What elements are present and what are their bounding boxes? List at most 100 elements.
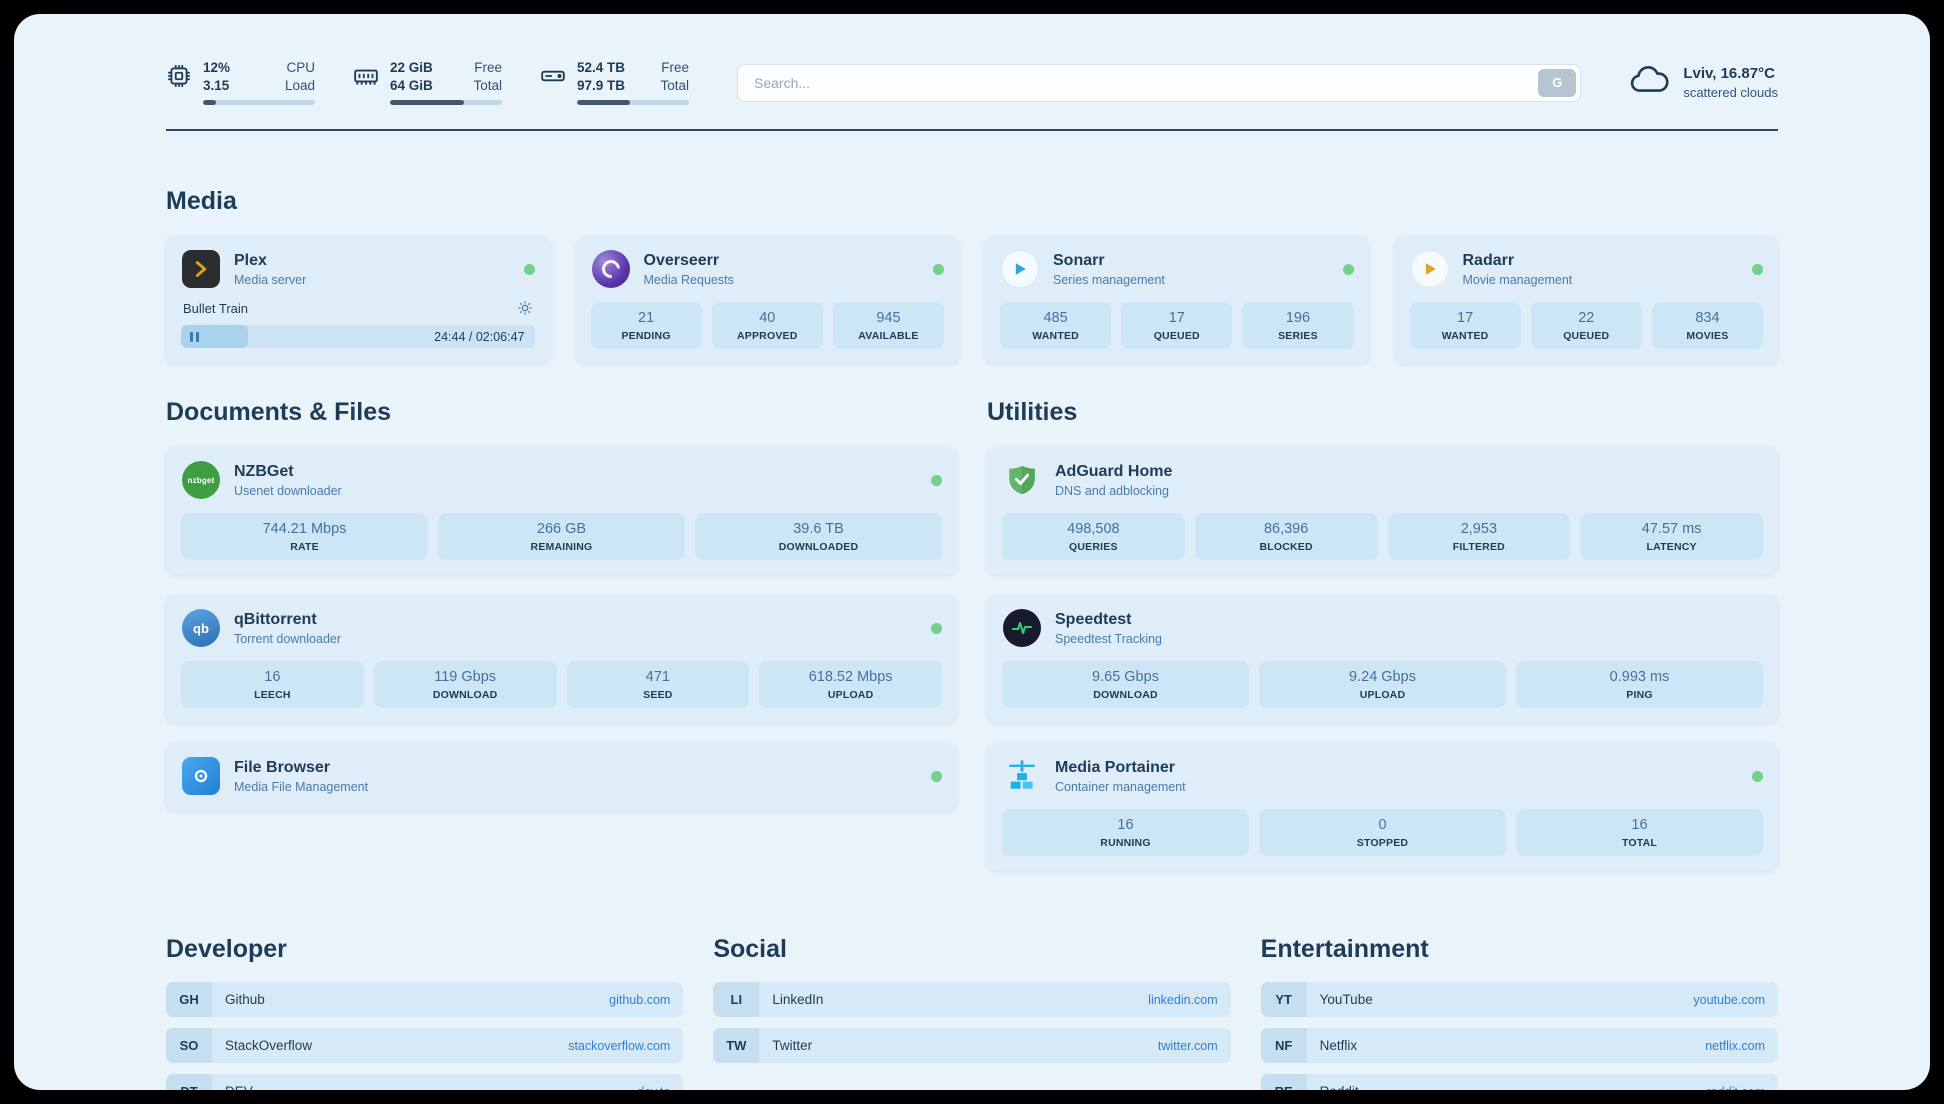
nzbget-status-dot [931,474,942,486]
bookmark-reddit[interactable]: RE Reddit reddit.com [1260,1074,1778,1090]
qbittorrent-card[interactable]: qb qBittorrent Torrent downloader 16 LEEC… [166,595,957,723]
weather-widget: Lviv, 16.87°C scattered clouds [1629,64,1778,101]
stat-box: 0 STOPPED [1259,809,1506,856]
dev-abbr-icon: DT [166,1074,212,1090]
media-section-title: Media [166,187,237,215]
stat-box: 9.65 Gbps DOWNLOAD [1002,661,1249,708]
nzbget-icon: nzbget [182,461,220,499]
social-section-title: Social [713,935,787,963]
stat-box: 16 LEECH [181,661,364,708]
sonarr-subtitle: Series management [1053,272,1165,287]
radarr-card[interactable]: Radarr Movie management 17 WANTED 22 QUEUE… [1394,236,1778,364]
portainer-icon [1002,756,1042,796]
qbittorrent-icon: qb [182,609,220,647]
stat-box: 22 QUEUED [1530,302,1642,349]
memory-icon [353,63,379,89]
plex-subtitle: Media server [234,272,307,287]
documents-section-title: Documents & Files [166,398,392,426]
plex-status-dot [523,263,535,275]
sonarr-icon [1001,250,1039,288]
overseerr-icon [591,250,630,288]
disk-icon [540,63,566,89]
radarr-status-dot [1752,263,1763,275]
overseerr-card[interactable]: Overseerr Media Requests 21 PENDING 40 APP… [575,236,959,364]
portainer-card[interactable]: Media Portainer Container management 16 R… [987,743,1778,871]
stat-box: 39.6 TB DOWNLOADED [695,513,942,560]
disk-free-label: Free [661,60,689,75]
bookmark-dev[interactable]: DT DEV dev.to [166,1074,684,1090]
plex-card[interactable]: Plex Media server Bullet Train [166,236,550,364]
memory-free-value: 22 GiB [390,60,433,75]
portainer-name: Media Portainer [1055,758,1176,776]
playback-progress-fill [181,325,249,348]
filebrowser-icon [182,757,220,795]
nzbget-card[interactable]: nzbget NZBGet Usenet downloader 744.21 M… [166,447,957,575]
disk-widget: 52.4 TB 97.9 TB Free Total [540,60,689,105]
playback-progress-bar[interactable]: 24:44 / 02:06:47 [181,325,535,348]
bookmark-stackoverflow[interactable]: SO StackOverflow stackoverflow.com [166,1028,684,1063]
overseerr-subtitle: Media Requests [643,272,734,287]
bookmark-youtube[interactable]: YT YouTube youtube.com [1260,982,1778,1017]
developer-bookmarks: Developer GH Github github.com SO StackO… [166,935,684,1090]
radarr-name: Radarr [1462,251,1515,269]
cpu-progress-bar [203,100,315,105]
search-provider-button[interactable]: G [1538,68,1577,97]
linkedin-abbr-icon: LI [713,982,760,1017]
cpu-progress-fill [203,100,217,105]
documents-column: Documents & Files nzbget NZBGet Usenet d… [166,398,957,871]
filebrowser-name: File Browser [234,758,331,776]
stat-box: 47.57 ms LATENCY [1580,513,1763,560]
stat-box: 196 SERIES [1242,302,1354,349]
filebrowser-card[interactable]: File Browser Media File Management [166,743,957,811]
bookmark-github[interactable]: GH Github github.com [166,982,684,1017]
bookmark-twitter[interactable]: TW Twitter twitter.com [713,1028,1231,1063]
stat-box: 0.993 ms PING [1516,661,1763,708]
memory-total-value: 64 GiB [390,78,433,93]
stat-box: 17 QUEUED [1121,302,1233,349]
topbar-divider [166,129,1778,131]
speedtest-card[interactable]: Speedtest Speedtest Tracking 9.65 Gbps DO… [987,595,1778,723]
dashboard-page: 12% 3.15 CPU Load [14,14,1930,1090]
stat-box: 744.21 Mbps RATE [181,513,428,560]
cpu-usage-value: 12% [203,60,231,75]
sonarr-name: Sonarr [1053,251,1105,269]
bookmark-netflix[interactable]: NF Netflix netflix.com [1260,1028,1778,1063]
entertainment-section-title: Entertainment [1260,935,1429,963]
entertainment-bookmarks: Entertainment YT YouTube youtube.com NF … [1260,935,1778,1090]
utilities-column: Utilities AdGuard Home DNS and adblockin… [987,398,1778,871]
stat-box: 86,396 BLOCKED [1194,513,1378,560]
sonarr-status-dot [1342,263,1354,275]
player-settings-gear-icon[interactable] [517,300,533,316]
speedtest-name: Speedtest [1055,610,1132,628]
disk-total-value: 97.9 TB [577,78,626,93]
middle-columns: Documents & Files nzbget NZBGet Usenet d… [166,398,1778,871]
adguard-card[interactable]: AdGuard Home DNS and adblocking 498,508 Q… [987,447,1778,575]
now-playing-title: Bullet Train [183,300,249,316]
disk-total-label: Total [660,78,689,93]
portainer-status-dot [1752,770,1763,782]
sonarr-card[interactable]: Sonarr Series management 485 WANTED 17 QUE… [985,236,1369,364]
bookmark-linkedin[interactable]: LI LinkedIn linkedin.com [713,982,1231,1017]
plex-icon [182,250,220,288]
cpu-widget: 12% 3.15 CPU Load [166,60,315,105]
youtube-abbr-icon: YT [1260,982,1307,1017]
cpu-load-value: 3.15 [203,78,230,93]
stackoverflow-abbr-icon: SO [166,1028,212,1063]
qbittorrent-status-dot [931,622,942,634]
search-input[interactable] [737,63,1582,102]
weather-condition: scattered clouds [1683,85,1778,100]
disk-progress-bar [577,100,689,105]
portainer-subtitle: Container management [1055,779,1186,794]
overseerr-name: Overseerr [643,251,720,269]
plex-name: Plex [234,251,267,269]
reddit-abbr-icon: RE [1260,1074,1307,1090]
memory-total-label: Total [473,78,502,93]
stat-box: 21 PENDING [590,302,702,349]
speedtest-icon [1003,609,1041,647]
twitter-abbr-icon: TW [713,1028,760,1063]
adguard-name: AdGuard Home [1055,462,1173,480]
social-bookmarks: Social LI LinkedIn linkedin.com TW Twitt… [713,935,1231,1090]
developer-section-title: Developer [166,935,287,963]
cpu-label: CPU [286,60,315,75]
stat-box: 9.24 Gbps UPLOAD [1259,661,1506,708]
